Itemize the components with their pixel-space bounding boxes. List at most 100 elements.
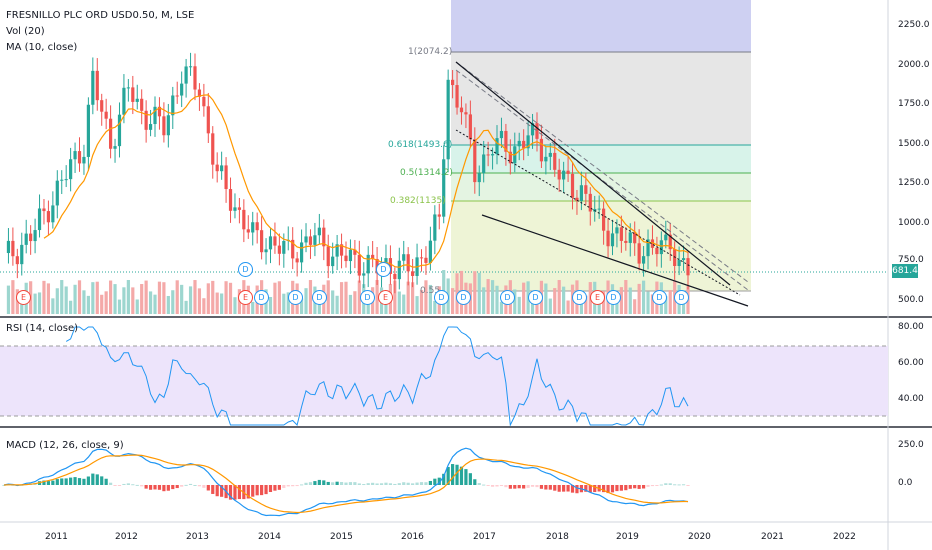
earnings-badge-icon[interactable]: E bbox=[590, 290, 605, 305]
candle-body bbox=[322, 227, 326, 247]
dividend-badge-icon[interactable]: D bbox=[606, 290, 621, 305]
earnings-badge-icon[interactable]: E bbox=[16, 290, 31, 305]
macd-histogram-bar bbox=[668, 483, 672, 485]
macd-histogram-bar bbox=[455, 464, 459, 485]
volume-bar bbox=[273, 282, 277, 314]
dividend-badge-icon[interactable]: D bbox=[312, 290, 327, 305]
macd-histogram-bar bbox=[553, 485, 557, 491]
candle-body bbox=[522, 140, 526, 149]
price-tick: 500.0 bbox=[898, 295, 924, 305]
macd-histogram-bar bbox=[228, 485, 233, 500]
candle-body bbox=[148, 124, 153, 130]
dividend-badge-icon[interactable]: D bbox=[500, 290, 515, 305]
macd-histogram-bar bbox=[260, 485, 264, 496]
macd-legend[interactable]: MACD (12, 26, close, 9) bbox=[6, 440, 124, 451]
macd-histogram-bar bbox=[504, 485, 508, 488]
candle-body bbox=[353, 249, 357, 255]
trendline-upper-dashed[interactable] bbox=[455, 61, 749, 283]
candle-body bbox=[384, 258, 388, 265]
candle-body bbox=[566, 170, 570, 174]
trendline-upper-dashed-2[interactable] bbox=[455, 69, 749, 291]
volume-bar bbox=[60, 280, 64, 314]
macd-histogram-bar bbox=[73, 477, 77, 485]
symbol-title[interactable]: FRESNILLO PLC ORD USD0.50, M, LSE bbox=[6, 10, 195, 21]
macd-histogram-bar bbox=[180, 485, 184, 487]
macd-histogram-bar bbox=[499, 485, 504, 487]
candle-body bbox=[33, 230, 37, 242]
dividend-badge-icon[interactable]: D bbox=[288, 290, 303, 305]
dividend-badge-icon[interactable]: D bbox=[572, 290, 587, 305]
price-tick: 1750.0 bbox=[898, 99, 930, 109]
macd-histogram-bar bbox=[606, 485, 610, 494]
trendline-channel-mid[interactable] bbox=[455, 129, 741, 296]
trendline-channel-top[interactable] bbox=[455, 61, 731, 286]
earnings-badge-icon[interactable]: E bbox=[238, 290, 253, 305]
volume-bar bbox=[206, 283, 210, 314]
ma-legend[interactable]: MA (10, close) bbox=[6, 42, 78, 53]
dividend-badge-icon[interactable]: D bbox=[238, 262, 253, 277]
candle-body bbox=[326, 246, 330, 267]
volume-bar bbox=[473, 271, 477, 314]
macd-histogram-bar bbox=[175, 485, 179, 489]
rsi-pane[interactable] bbox=[0, 326, 888, 427]
candle-body bbox=[477, 173, 481, 183]
volume-legend[interactable]: Vol (20) bbox=[6, 26, 45, 37]
candle-body bbox=[299, 242, 304, 263]
macd-histogram-bar bbox=[64, 478, 68, 485]
macd-histogram-bar bbox=[570, 485, 575, 493]
candle-body bbox=[202, 96, 206, 107]
dividend-badge-icon[interactable]: D bbox=[434, 290, 449, 305]
volume-bar bbox=[211, 280, 215, 314]
candle-body bbox=[246, 229, 250, 233]
macd-histogram-bar bbox=[562, 485, 566, 492]
macd-histogram-bar bbox=[584, 485, 588, 492]
rsi-tick: 80.00 bbox=[898, 322, 924, 332]
macd-histogram-bar bbox=[490, 485, 495, 487]
macd-histogram-bar bbox=[593, 485, 597, 493]
macd-histogram-bar bbox=[193, 484, 197, 486]
macd-histogram bbox=[2, 464, 690, 500]
macd-histogram-bar bbox=[526, 485, 530, 488]
candle-body bbox=[331, 256, 335, 267]
volume-bar bbox=[499, 301, 504, 314]
candle-body bbox=[224, 165, 228, 190]
candle-body bbox=[215, 164, 219, 172]
dividend-badge-icon[interactable]: D bbox=[456, 290, 471, 305]
volume-bar bbox=[113, 284, 117, 314]
dividend-badge-icon[interactable]: D bbox=[376, 262, 391, 277]
volume-bar bbox=[646, 291, 650, 314]
macd-histogram-bar bbox=[299, 484, 304, 486]
trendline-bottom[interactable] bbox=[481, 214, 749, 307]
macd-pane[interactable] bbox=[2, 447, 690, 517]
candle-body bbox=[402, 254, 406, 261]
candle-body bbox=[184, 66, 188, 84]
macd-histogram-bar bbox=[495, 485, 499, 487]
dividend-badge-icon[interactable]: D bbox=[528, 290, 543, 305]
volume-bar bbox=[317, 300, 321, 314]
macd-histogram-bar bbox=[100, 476, 104, 485]
macd-histogram-bar bbox=[69, 477, 73, 485]
macd-histogram-bar bbox=[339, 482, 344, 485]
candle-body bbox=[175, 95, 179, 97]
volume-bar bbox=[628, 287, 632, 314]
rsi-band bbox=[0, 346, 888, 416]
trend-lines[interactable] bbox=[455, 61, 749, 307]
rsi-legend[interactable]: RSI (14, close) bbox=[6, 323, 79, 334]
dividend-badge-icon[interactable]: D bbox=[360, 290, 375, 305]
volume-bar bbox=[175, 280, 179, 314]
fib-retracement[interactable] bbox=[451, 0, 751, 292]
macd-histogram-bar bbox=[655, 485, 659, 486]
candle-body bbox=[446, 79, 450, 160]
macd-histogram-bar bbox=[171, 485, 175, 490]
candle-body bbox=[433, 214, 437, 241]
dividend-badge-icon[interactable]: D bbox=[254, 290, 269, 305]
dividend-badge-icon[interactable]: D bbox=[674, 290, 689, 305]
candle-body bbox=[504, 130, 508, 152]
volume-bar bbox=[384, 299, 388, 314]
volume-bar bbox=[95, 281, 99, 314]
volume-bar bbox=[233, 297, 237, 314]
dividend-badge-icon[interactable]: D bbox=[652, 290, 667, 305]
earnings-badge-icon[interactable]: E bbox=[378, 290, 393, 305]
